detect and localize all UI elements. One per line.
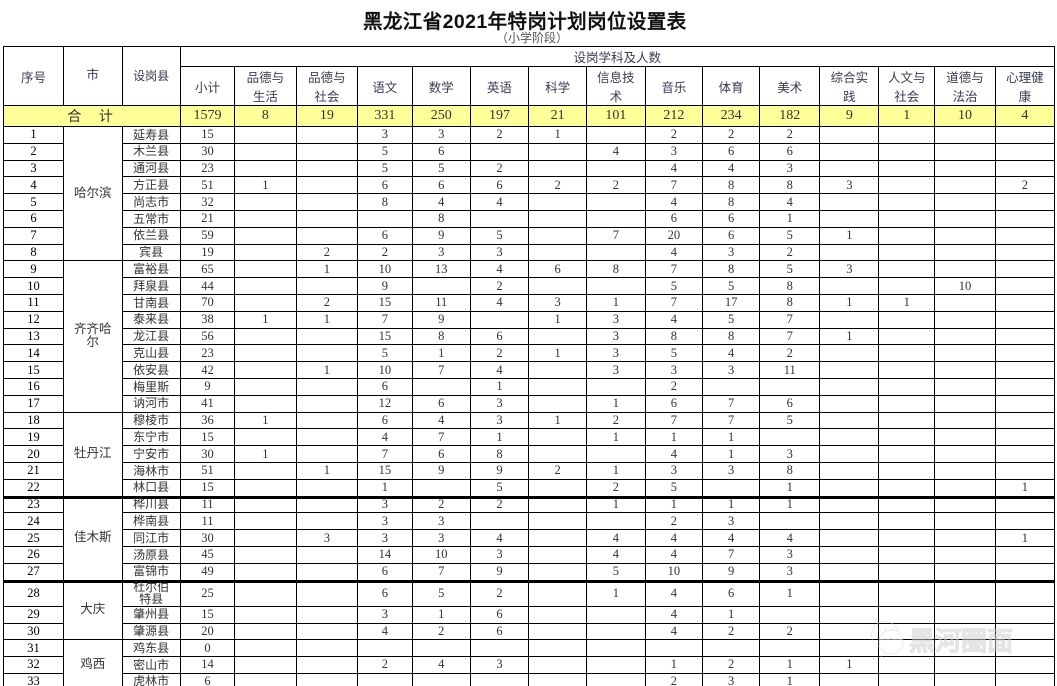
svg-text:黑河圈面: 黑河圈面 — [909, 626, 1013, 656]
